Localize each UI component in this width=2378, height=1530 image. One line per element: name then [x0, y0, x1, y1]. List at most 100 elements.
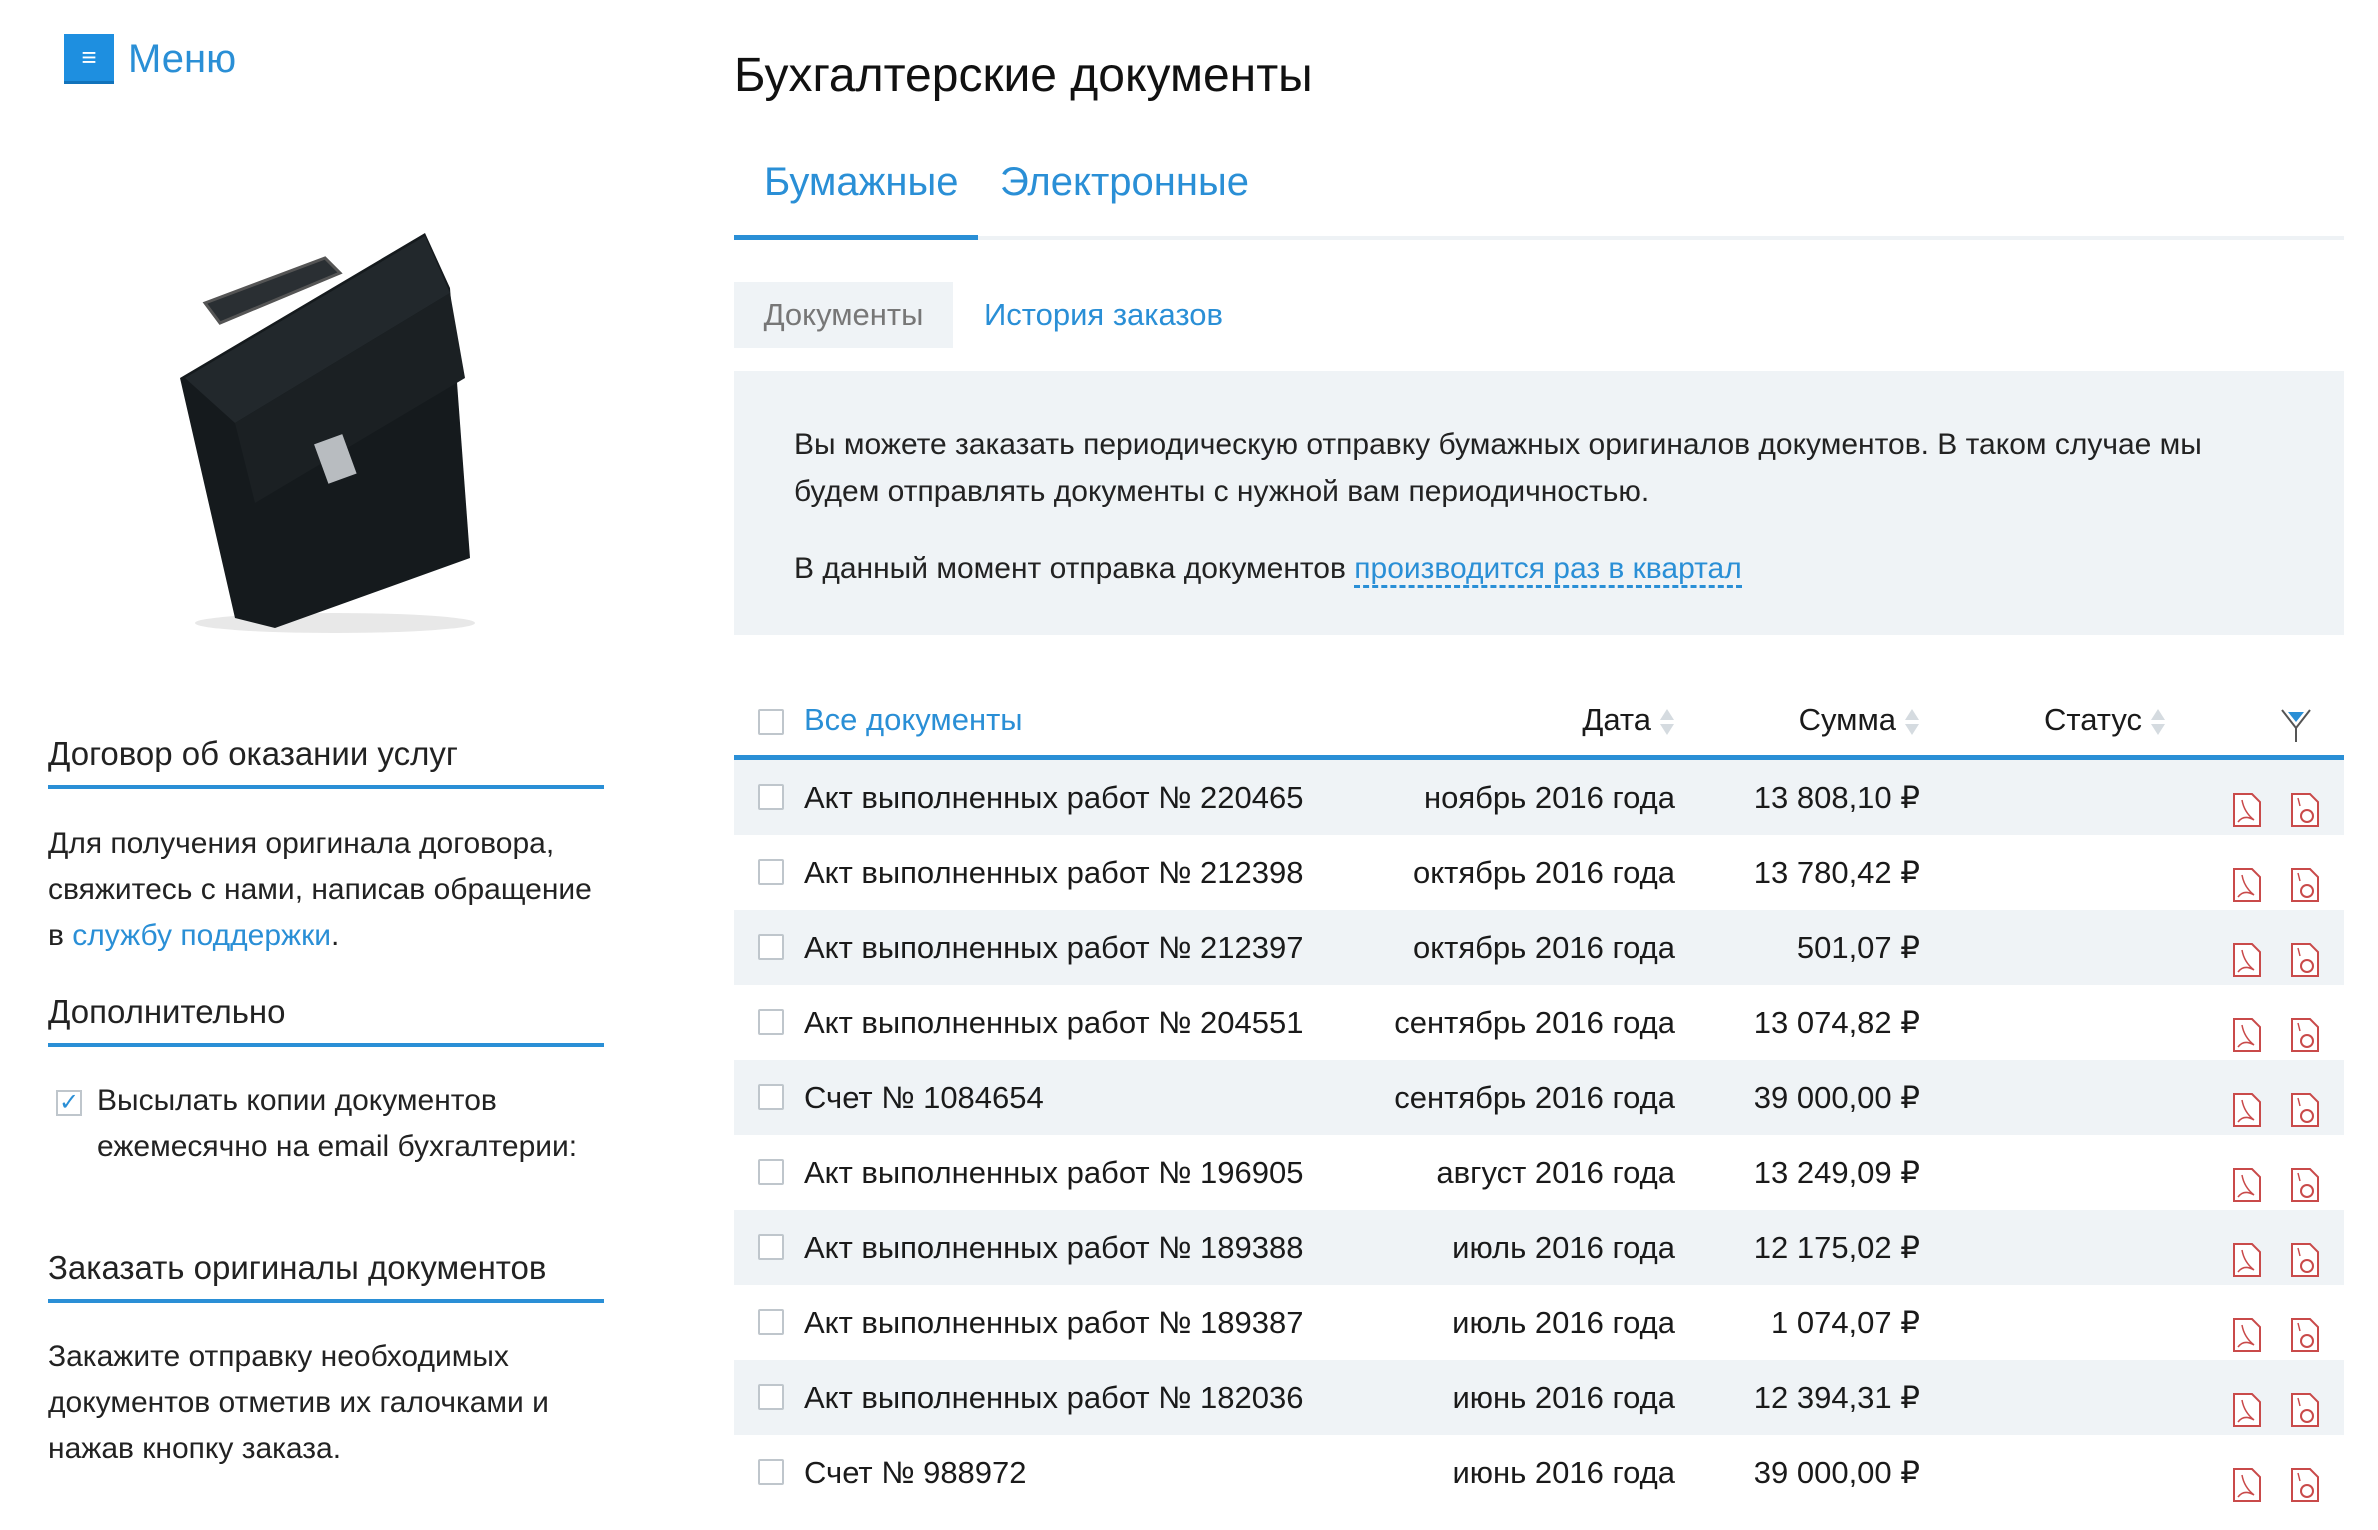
order-heading: Заказать оригиналы документов	[48, 1249, 604, 1303]
document-sum: 13 780,42 ₽	[1753, 855, 1920, 890]
pdf-icon[interactable]	[2232, 1155, 2262, 1202]
sort-icon	[2151, 708, 2165, 735]
table-row[interactable]: Акт выполненных работ № 196905 август 20…	[734, 1135, 2344, 1210]
row-checkbox[interactable]	[758, 1159, 784, 1185]
pdf-icon[interactable]	[2232, 1230, 2262, 1277]
sort-icon	[1660, 708, 1674, 735]
table-header: Все документы Дата Сумма Статус	[734, 690, 2344, 760]
email-copies-label: Высылать копии документов ежемесячно на …	[97, 1084, 578, 1163]
pdf-icon[interactable]	[2232, 930, 2262, 977]
table-row[interactable]: Акт выполненных работ № 212398 октябрь 2…	[734, 835, 2344, 910]
document-sum: 13 074,82 ₽	[1753, 1005, 1920, 1040]
pdf-icon[interactable]	[2232, 1305, 2262, 1352]
row-checkbox[interactable]	[758, 784, 784, 810]
document-name[interactable]: Акт выполненных работ № 189387	[804, 1305, 1304, 1340]
subtab-order-history[interactable]: История заказов	[984, 297, 1223, 332]
document-date: июнь 2016 года	[1452, 1380, 1675, 1415]
page-title: Бухгалтерские документы	[734, 49, 1313, 102]
table-row[interactable]: Счет № 1084654 сентябрь 2016 года 39 000…	[734, 1060, 2344, 1135]
sort-sum[interactable]: Сумма	[1799, 702, 1920, 738]
document-scan-icon[interactable]	[2290, 1080, 2320, 1127]
document-name[interactable]: Акт выполненных работ № 182036	[804, 1380, 1304, 1415]
document-scan-icon[interactable]	[2290, 855, 2320, 902]
table-row[interactable]: Акт выполненных работ № 220465 ноябрь 20…	[734, 760, 2344, 835]
document-date: октябрь 2016 года	[1413, 855, 1675, 890]
document-name[interactable]: Счет № 988972	[804, 1455, 1027, 1490]
document-sum: 12 175,02 ₽	[1753, 1230, 1920, 1265]
document-date: июль 2016 года	[1452, 1305, 1675, 1340]
document-scan-icon[interactable]	[2290, 1155, 2320, 1202]
document-name[interactable]: Акт выполненных работ № 212398	[804, 855, 1304, 890]
document-name[interactable]: Акт выполненных работ № 220465	[804, 780, 1304, 815]
document-sum: 39 000,00 ₽	[1753, 1455, 1920, 1490]
pdf-icon[interactable]	[2232, 1455, 2262, 1502]
document-name[interactable]: Акт выполненных работ № 196905	[804, 1155, 1304, 1190]
document-scan-icon[interactable]	[2290, 1380, 2320, 1427]
document-date: ноябрь 2016 года	[1424, 780, 1675, 815]
document-name[interactable]: Счет № 1084654	[804, 1080, 1044, 1115]
info-status-text: В данный момент отправка документов	[794, 552, 1346, 585]
support-link[interactable]: службу поддержки	[72, 919, 331, 952]
sort-date[interactable]: Дата	[1582, 702, 1675, 738]
sort-icon	[1905, 708, 1919, 735]
document-name[interactable]: Акт выполненных работ № 212397	[804, 930, 1304, 965]
document-scan-icon[interactable]	[2290, 1455, 2320, 1502]
document-scan-icon[interactable]	[2290, 780, 2320, 827]
table-row[interactable]: Акт выполненных работ № 182036 июнь 2016…	[734, 1360, 2344, 1435]
extra-heading: Дополнительно	[48, 993, 604, 1047]
document-sum: 501,07 ₽	[1796, 930, 1920, 965]
sort-status[interactable]: Статус	[2044, 702, 2166, 738]
frequency-link[interactable]: производится раз в квартал	[1354, 552, 1742, 588]
document-scan-icon[interactable]	[2290, 930, 2320, 977]
contract-heading: Договор об оказании услуг	[48, 735, 604, 789]
filter-icon[interactable]	[2280, 708, 2312, 744]
document-sum: 1 074,07 ₽	[1770, 1305, 1920, 1340]
menu-button[interactable]: ≡ Меню	[64, 34, 236, 84]
row-checkbox[interactable]	[758, 1084, 784, 1110]
tabs: Бумажные Электронные	[734, 150, 2344, 240]
row-checkbox[interactable]	[758, 1459, 784, 1485]
briefcase-image	[180, 233, 475, 633]
document-scan-icon[interactable]	[2290, 1305, 2320, 1352]
subtab-documents[interactable]: Документы	[734, 282, 953, 348]
hamburger-icon: ≡	[64, 34, 114, 84]
row-checkbox[interactable]	[758, 1234, 784, 1260]
row-checkbox[interactable]	[758, 859, 784, 885]
pdf-icon[interactable]	[2232, 1005, 2262, 1052]
document-name[interactable]: Акт выполненных работ № 189388	[804, 1230, 1304, 1265]
select-all-checkbox[interactable]	[758, 709, 784, 735]
pdf-icon[interactable]	[2232, 780, 2262, 827]
table-row[interactable]: Счет № 988972 июнь 2016 года 39 000,00 ₽	[734, 1435, 2344, 1510]
order-text: Закажите отправку необходимых документов…	[48, 1340, 549, 1465]
document-date: сентябрь 2016 года	[1394, 1005, 1675, 1040]
email-copies-checkbox[interactable]: ✓	[56, 1090, 82, 1116]
document-scan-icon[interactable]	[2290, 1005, 2320, 1052]
menu-label: Меню	[128, 36, 237, 81]
tab-electronic[interactable]: Электронные	[1000, 160, 1249, 204]
row-checkbox[interactable]	[758, 934, 784, 960]
table-row[interactable]: Акт выполненных работ № 212397 октябрь 2…	[734, 910, 2344, 985]
info-text: Вы можете заказать периодическую отправк…	[794, 428, 2202, 508]
document-date: сентябрь 2016 года	[1394, 1080, 1675, 1115]
document-sum: 12 394,31 ₽	[1753, 1380, 1920, 1415]
document-scan-icon[interactable]	[2290, 1230, 2320, 1277]
table-row[interactable]: Акт выполненных работ № 189388 июль 2016…	[734, 1210, 2344, 1285]
document-sum: 13 808,10 ₽	[1753, 780, 1920, 815]
row-checkbox[interactable]	[758, 1009, 784, 1035]
tab-paper[interactable]: Бумажные	[764, 160, 959, 204]
document-sum: 39 000,00 ₽	[1753, 1080, 1920, 1115]
row-checkbox[interactable]	[758, 1309, 784, 1335]
all-documents-label[interactable]: Все документы	[804, 702, 1023, 737]
contract-text: Для получения оригинала договора, свяжит…	[48, 827, 592, 952]
row-checkbox[interactable]	[758, 1384, 784, 1410]
info-box: Вы можете заказать периодическую отправк…	[734, 371, 2344, 635]
pdf-icon[interactable]	[2232, 1380, 2262, 1427]
active-tab-indicator	[734, 235, 978, 240]
document-date: июнь 2016 года	[1452, 1455, 1675, 1490]
table-row[interactable]: Акт выполненных работ № 204551 сентябрь …	[734, 985, 2344, 1060]
document-name[interactable]: Акт выполненных работ № 204551	[804, 1005, 1304, 1040]
pdf-icon[interactable]	[2232, 855, 2262, 902]
document-date: июль 2016 года	[1452, 1230, 1675, 1265]
pdf-icon[interactable]	[2232, 1080, 2262, 1127]
table-row[interactable]: Акт выполненных работ № 189387 июль 2016…	[734, 1285, 2344, 1360]
